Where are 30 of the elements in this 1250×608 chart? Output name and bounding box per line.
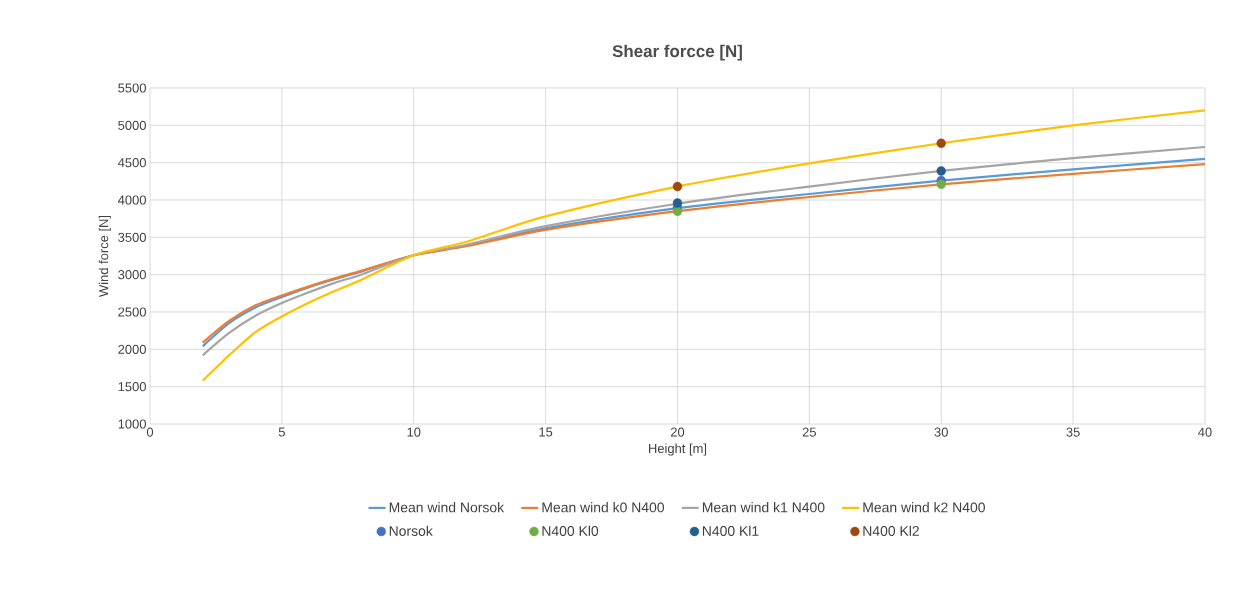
x-tick-label: 40 bbox=[1198, 427, 1212, 437]
x-tick-label: 30 bbox=[934, 427, 948, 437]
y-tick-label: 1500 bbox=[118, 382, 146, 392]
y-tick-label: 3500 bbox=[118, 232, 146, 242]
x-tick-label: 20 bbox=[670, 427, 685, 437]
y-tick-label: 4500 bbox=[117, 158, 146, 168]
legend-label: Mean wind Norsok bbox=[389, 502, 505, 513]
y-axis-title: Wind force [N] bbox=[98, 215, 111, 297]
legend-label: Mean wind k0 N400 bbox=[542, 502, 665, 513]
y-tick-label: 5500 bbox=[118, 83, 146, 93]
x-tick-label: 35 bbox=[1066, 427, 1080, 437]
x-tick-label: 25 bbox=[802, 427, 816, 437]
x-axis-title: Height [m] bbox=[649, 443, 707, 456]
y-tick-label: 5000 bbox=[118, 120, 146, 130]
y-tick-label: 1000 bbox=[118, 419, 146, 429]
legend-label: N400 Kl2 bbox=[863, 525, 919, 536]
chart-title: Shear forcce [N] bbox=[612, 44, 742, 61]
y-tick-label: 4000 bbox=[117, 195, 146, 205]
y-tick-label: 2000 bbox=[118, 344, 146, 354]
x-tick-label: 0 bbox=[146, 427, 154, 437]
legend-label: Mean wind k1 N400 bbox=[702, 502, 825, 513]
x-tick-label: 5 bbox=[278, 427, 285, 437]
legend-label: Norsok bbox=[389, 525, 433, 536]
y-tick-label: 2500 bbox=[118, 307, 146, 317]
legend-label: N400 Kl1 bbox=[702, 525, 759, 536]
legend-label: N400 Kl0 bbox=[542, 525, 599, 536]
legend-label: Mean wind k2 N400 bbox=[863, 502, 985, 513]
x-tick-label: 10 bbox=[407, 427, 421, 437]
y-tick-label: 3000 bbox=[118, 270, 146, 280]
x-tick-label: 15 bbox=[539, 427, 553, 437]
